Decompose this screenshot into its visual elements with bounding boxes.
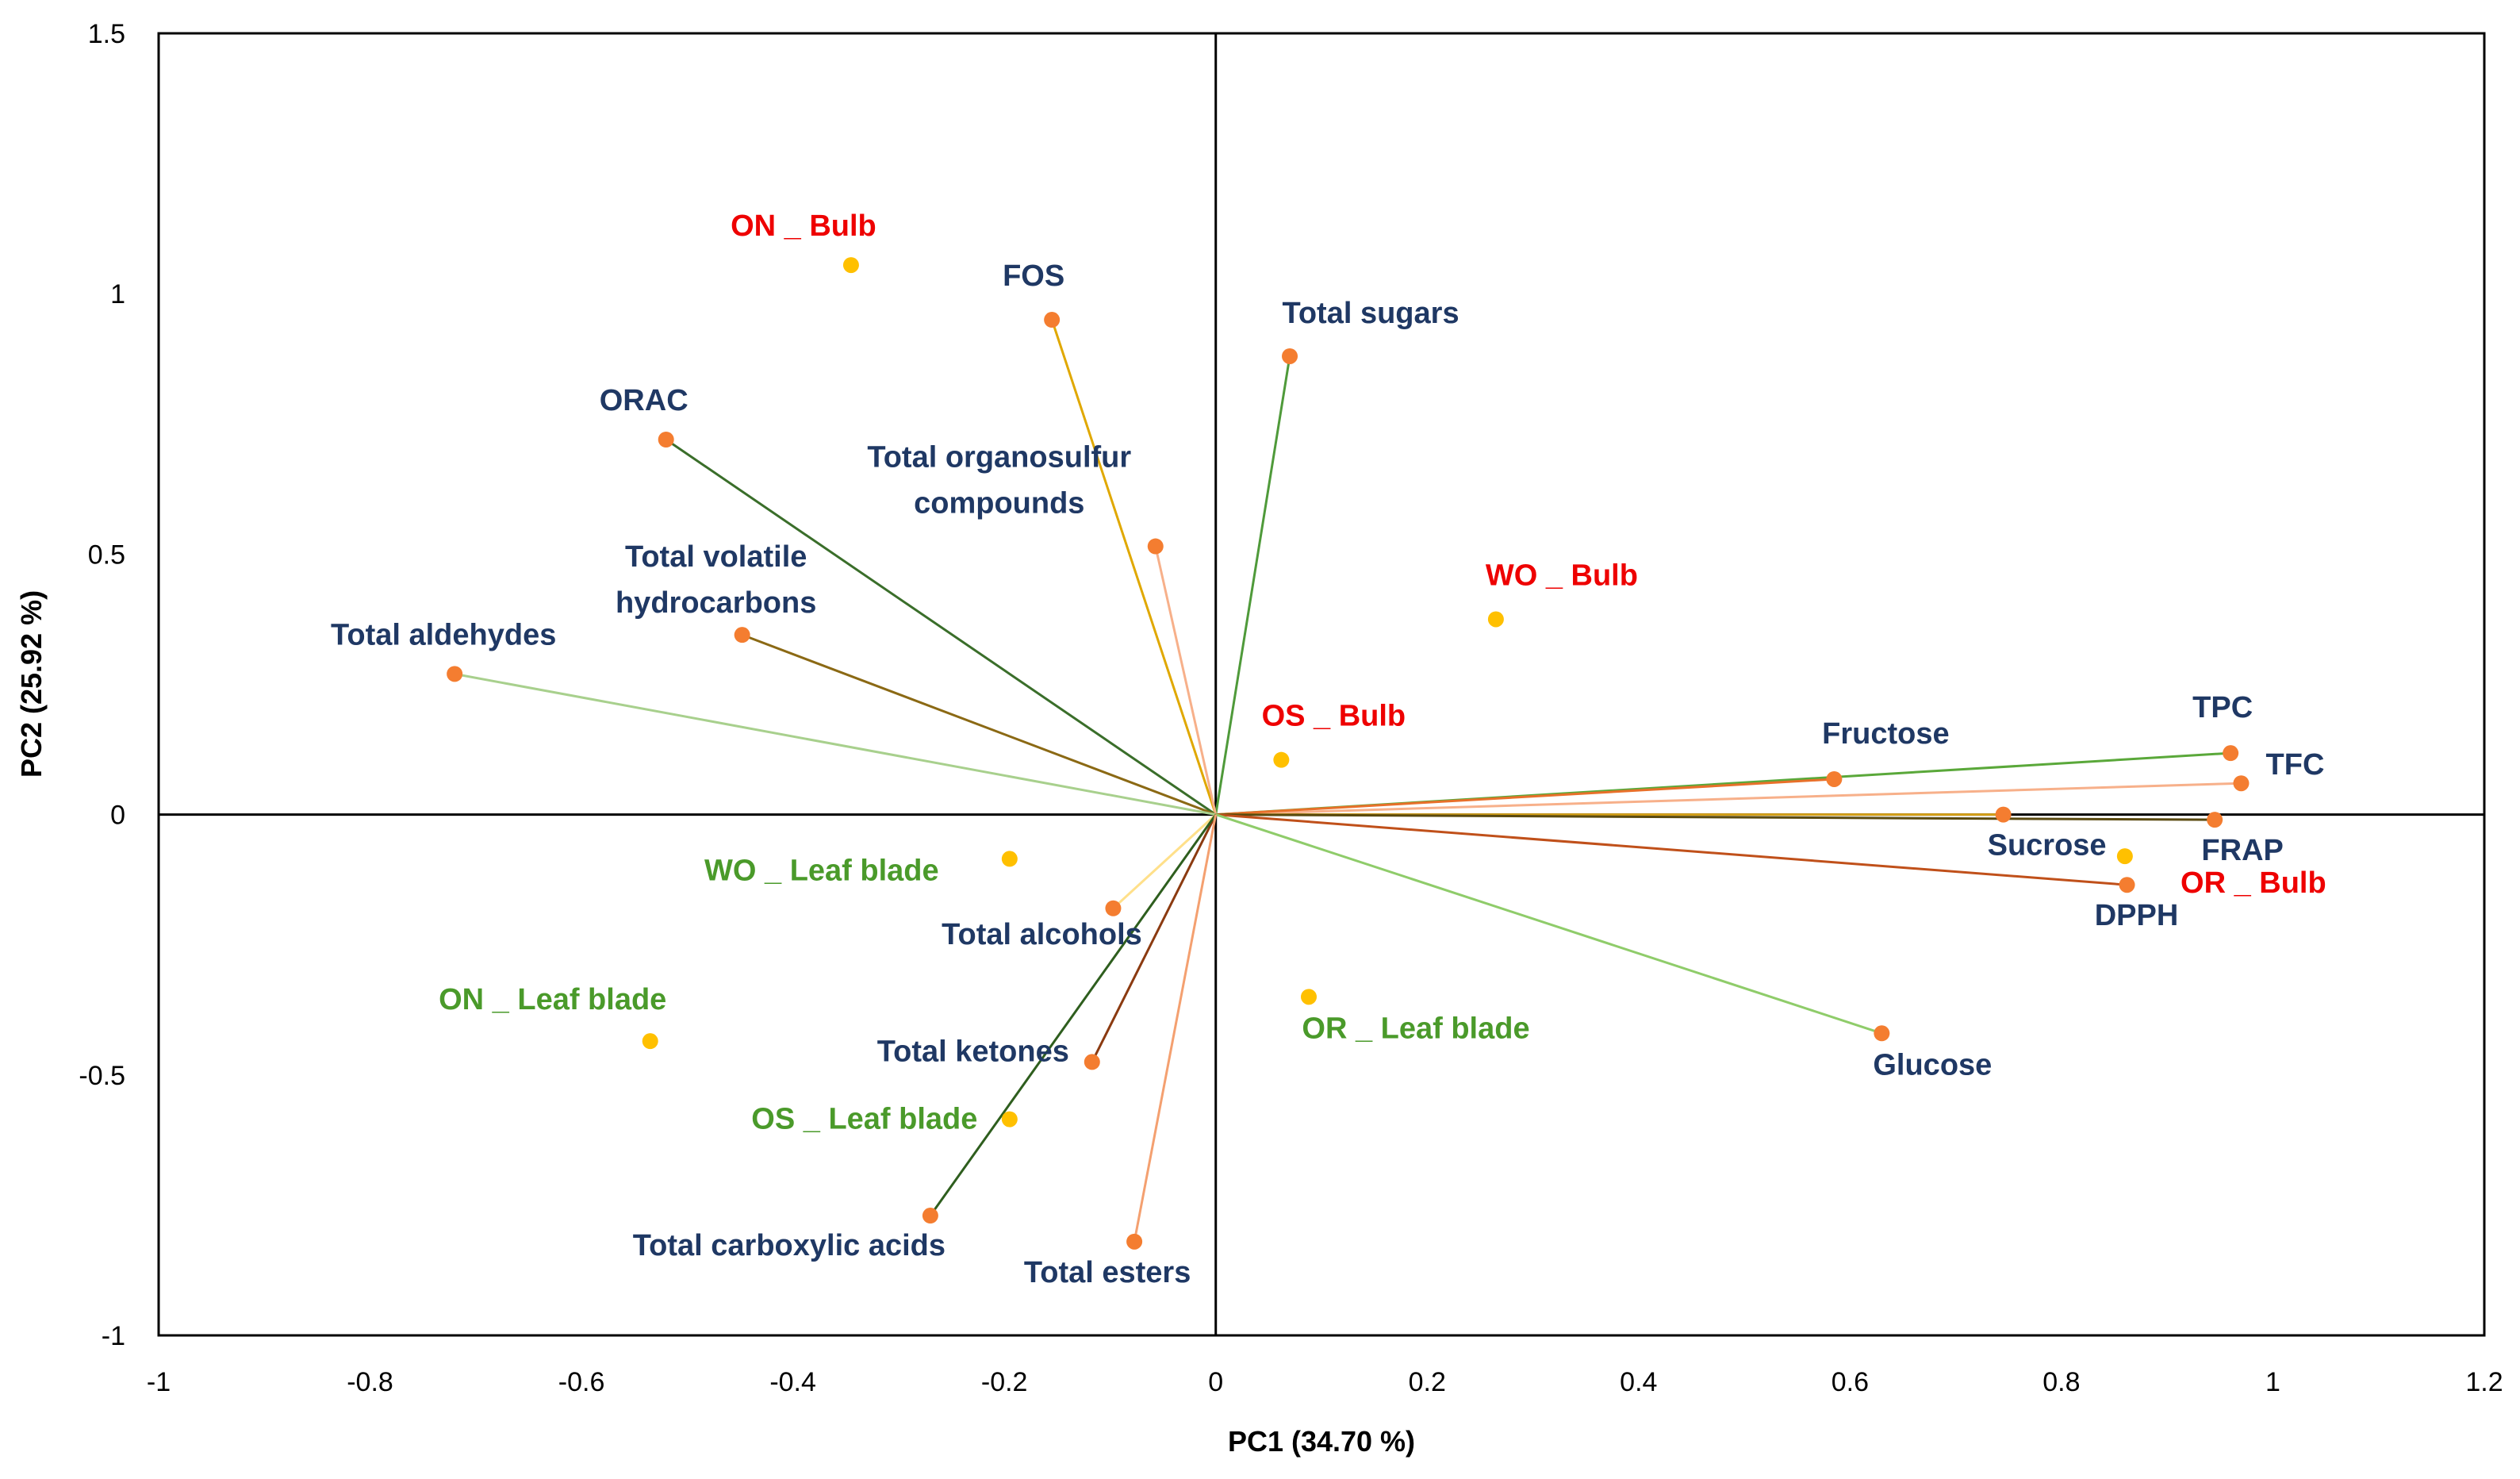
x-tick-label: 0.8 <box>2042 1367 2080 1397</box>
variable-points <box>447 312 2250 1250</box>
variable-label: Total carboxylic acids <box>633 1229 945 1262</box>
point-labels: FOS Total sugars ORAC Total organosulfur com… <box>331 209 2326 1289</box>
variable-point <box>1105 900 1122 916</box>
loading-vector <box>929 813 1217 1216</box>
loading-vector <box>1215 782 2242 816</box>
y-tick-label: 1.5 <box>88 19 125 49</box>
y-axis-tick-labels: -1 -0.5 0 0.5 1 1.5 <box>79 19 125 1351</box>
variable-point <box>2119 877 2135 893</box>
x-tick-label: -0.8 <box>347 1367 393 1397</box>
variable-point <box>1282 348 1298 364</box>
bulb-sample-label: WO _ Bulb <box>1486 559 1638 592</box>
variable-label: TFC <box>2266 748 2325 782</box>
loading-vector <box>742 633 1217 816</box>
loading-vector <box>1133 814 1218 1243</box>
variable-point <box>1084 1054 1100 1070</box>
variable-label: Total esters <box>1024 1256 1191 1289</box>
variable-point <box>1995 806 2012 823</box>
variable-label: FOS <box>1003 259 1064 293</box>
variable-point <box>2233 775 2250 792</box>
variable-point <box>1147 538 1164 555</box>
observation-points <box>642 257 2133 1127</box>
x-tick-label: -0.6 <box>558 1367 605 1397</box>
observation-point <box>2116 848 2133 865</box>
loading-vector <box>1215 813 1882 1035</box>
observation-point <box>1487 611 1504 628</box>
observation-point <box>842 257 859 274</box>
loading-vectors <box>454 319 2242 1243</box>
variable-label: compounds <box>914 487 1084 521</box>
variable-label: ORAC <box>600 384 688 417</box>
variable-label: Total ketones <box>877 1035 1069 1068</box>
bulb-sample-label: ON _ Bulb <box>731 209 876 243</box>
bulb-sample-label: OS _ Bulb <box>1262 700 1406 733</box>
loading-vector <box>1214 355 1291 815</box>
x-tick-label: -0.4 <box>769 1367 816 1397</box>
x-tick-label: 0 <box>1208 1367 1223 1397</box>
x-tick-label: 0.4 <box>1620 1367 1657 1397</box>
variable-label: Total organosulfur <box>867 441 1131 474</box>
x-axis-tick-labels: -1 -0.8 -0.6 -0.4 -0.2 0 0.2 0.4 0.6 0.8 1 1.2 <box>147 1367 2503 1397</box>
y-tick-label: 0.5 <box>88 540 125 570</box>
loading-vector <box>1050 319 1218 816</box>
loading-vector <box>665 438 1217 816</box>
y-tick-label: 1 <box>110 279 125 309</box>
variable-label: Total sugars <box>1282 297 1459 330</box>
y-tick-label: -1 <box>102 1321 125 1351</box>
x-tick-label: 1 <box>2265 1367 2280 1397</box>
variable-point <box>2223 745 2239 762</box>
x-tick-label: -0.2 <box>981 1367 1028 1397</box>
loading-vector <box>1112 813 1217 909</box>
leaf-sample-label: OR _ Leaf blade <box>1302 1012 1529 1045</box>
x-tick-label: 0.6 <box>1832 1367 1869 1397</box>
variable-label: TPC <box>2192 691 2253 724</box>
variable-point <box>447 666 463 682</box>
observation-point <box>1301 989 1318 1005</box>
observation-point <box>1273 751 1290 768</box>
loading-vector <box>1215 813 2215 821</box>
variable-point <box>2207 812 2223 828</box>
variable-label: Total volatile <box>625 540 807 574</box>
variable-label: DPPH <box>2095 899 2179 932</box>
leaf-sample-label: WO _ Leaf blade <box>704 854 939 887</box>
x-axis-title: PC1 (34.70 %) <box>1228 1425 1415 1458</box>
variable-label: Total aldehydes <box>331 618 556 651</box>
leaf-sample-label: OS _ Leaf blade <box>751 1103 977 1136</box>
bulb-sample-label: OR _ Bulb <box>2181 866 2326 900</box>
variable-label: FRAP <box>2201 834 2283 867</box>
variable-point <box>1044 312 1061 328</box>
loading-vector <box>1215 778 1835 816</box>
variable-label: Glucose <box>1873 1048 1992 1081</box>
variable-point <box>1826 770 1843 787</box>
x-tick-label: -1 <box>147 1367 171 1397</box>
observation-point <box>1001 851 1018 867</box>
observation-point <box>1001 1111 1018 1127</box>
variable-point <box>734 627 750 643</box>
y-axis-title: PC2 (25.92 %) <box>15 590 48 778</box>
variable-point <box>922 1208 938 1224</box>
loading-vector <box>1091 813 1218 1063</box>
loading-vector <box>1215 813 2127 886</box>
loading-vector <box>1154 546 1218 815</box>
observation-point <box>642 1033 658 1050</box>
variable-label: Fructose <box>1822 717 1949 751</box>
x-tick-label: 1.2 <box>2465 1367 2503 1397</box>
variable-point <box>1874 1025 1890 1042</box>
x-tick-label: 0.2 <box>1409 1367 1446 1397</box>
variable-label: hydrocarbons <box>616 586 816 620</box>
loading-vector <box>454 672 1216 816</box>
variable-point <box>658 431 674 448</box>
variable-point <box>1126 1233 1143 1250</box>
variable-label: Total alcohols <box>942 918 1142 951</box>
variable-label: Sucrose <box>1988 829 2107 862</box>
y-tick-label: -0.5 <box>79 1061 125 1091</box>
plot-area-frame <box>157 32 2486 1337</box>
y-tick-label: 0 <box>110 801 125 831</box>
leaf-sample-label: ON _ Leaf blade <box>439 983 666 1016</box>
